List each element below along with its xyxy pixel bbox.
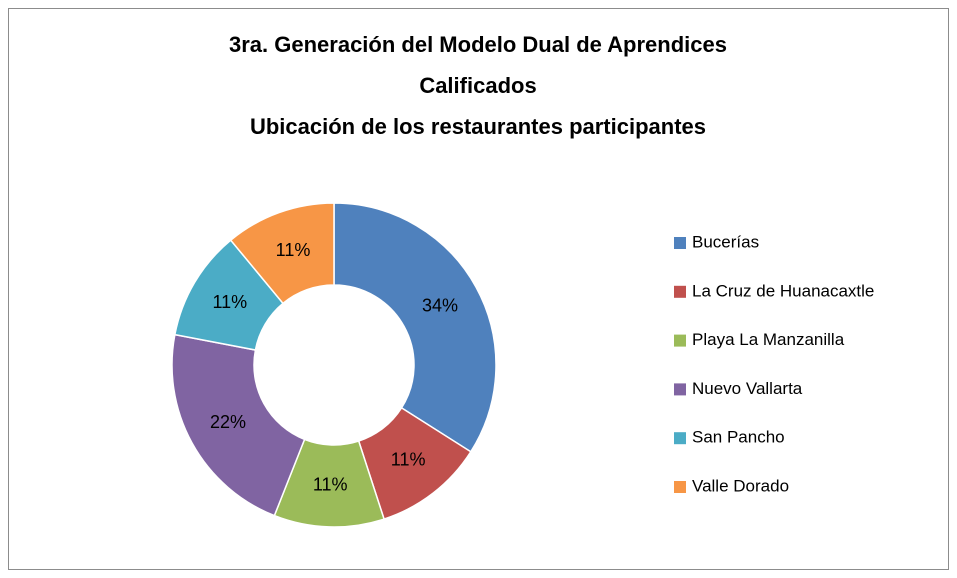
- legend-swatch: [674, 481, 686, 493]
- donut-slice: [333, 202, 497, 453]
- data-label: 11%: [276, 240, 311, 260]
- data-label: 11%: [391, 449, 426, 469]
- donut-slice: [229, 202, 335, 305]
- legend-swatch: [674, 237, 686, 249]
- chart-title: 3ra. Generación del Modelo Dual de Apren…: [229, 32, 727, 57]
- data-label: 34%: [422, 295, 458, 315]
- data-label: 11%: [212, 292, 247, 312]
- data-label: 22%: [210, 412, 246, 432]
- legend-label: La Cruz de Huanacaxtle: [692, 281, 874, 300]
- legend-label: San Pancho: [692, 428, 785, 447]
- chart-border: [8, 8, 949, 570]
- legend-label: Valle Dorado: [692, 476, 789, 495]
- donut-slice: [171, 333, 306, 517]
- legend-swatch: [674, 432, 686, 445]
- chart-title: Calificados: [419, 73, 536, 98]
- data-label: 11%: [313, 475, 348, 495]
- legend-label: Bucerías: [692, 232, 759, 251]
- legend-swatch: [674, 285, 686, 298]
- chart-title: Ubicación de los restaurantes participan…: [250, 114, 706, 139]
- legend-swatch: [674, 334, 686, 347]
- legend-swatch: [674, 383, 686, 396]
- legend-label: Playa La Manzanilla: [692, 330, 845, 349]
- legend-label: Nuevo Vallarta: [692, 379, 803, 398]
